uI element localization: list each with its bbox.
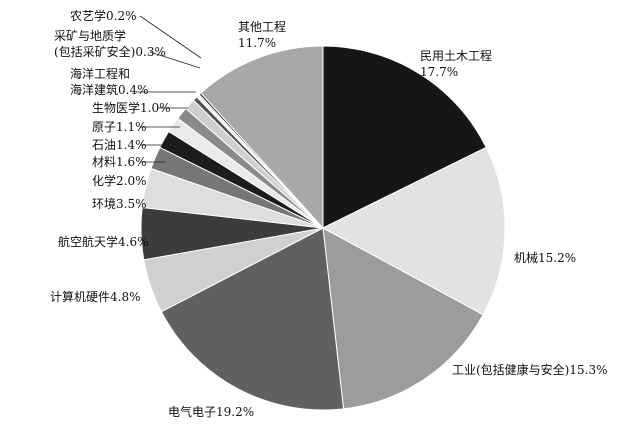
- pie-slice: [322, 45, 487, 229]
- slice-label: (包括采矿安全)0.3%: [54, 44, 166, 59]
- slice-label: 计算机硬件4.8%: [50, 289, 141, 304]
- pie-slice: [321, 146, 506, 316]
- slice-label: 材料1.6%: [92, 155, 147, 169]
- slice-label: 石油1.4%: [92, 138, 147, 152]
- slice-label: 海洋工程和: [70, 66, 130, 81]
- slice-label: 其他工程: [238, 19, 286, 34]
- slice-label: 原子1.1%: [92, 120, 147, 134]
- slice-label: 11.7%: [238, 36, 276, 50]
- slice-label: 采矿与地质学: [54, 28, 126, 43]
- leader-lines: [136, 15, 202, 163]
- slice-label: 机械15.2%: [514, 250, 576, 265]
- slice-label: 电气电子19.2%: [168, 404, 254, 419]
- slice-label: 工业(包括健康与安全)15.3%: [452, 362, 608, 377]
- leader-line: [149, 51, 201, 69]
- slice-label: 海洋建筑0.4%: [70, 82, 149, 97]
- slice-label: 航空航天学4.6%: [58, 234, 149, 249]
- slice-label: 环境3.5%: [92, 196, 147, 211]
- slice-label: 化学2.0%: [92, 173, 147, 188]
- pie-slice: [160, 227, 345, 411]
- slice-label: 生物医学1.0%: [92, 100, 171, 115]
- slice-labels: 民用土木工程 17.7% 机械15.2% 工业(包括健康与安全)15.3% 电气电子19…: [50, 8, 608, 419]
- pie-slice: [200, 45, 324, 230]
- leader-line: [139, 15, 202, 59]
- slice-label: 17.7%: [420, 65, 458, 79]
- pie-slice: [322, 227, 484, 410]
- slice-label: 农艺学0.2%: [70, 8, 137, 23]
- slice-label: 民用土木工程: [420, 48, 492, 63]
- pie-slices: [140, 45, 506, 411]
